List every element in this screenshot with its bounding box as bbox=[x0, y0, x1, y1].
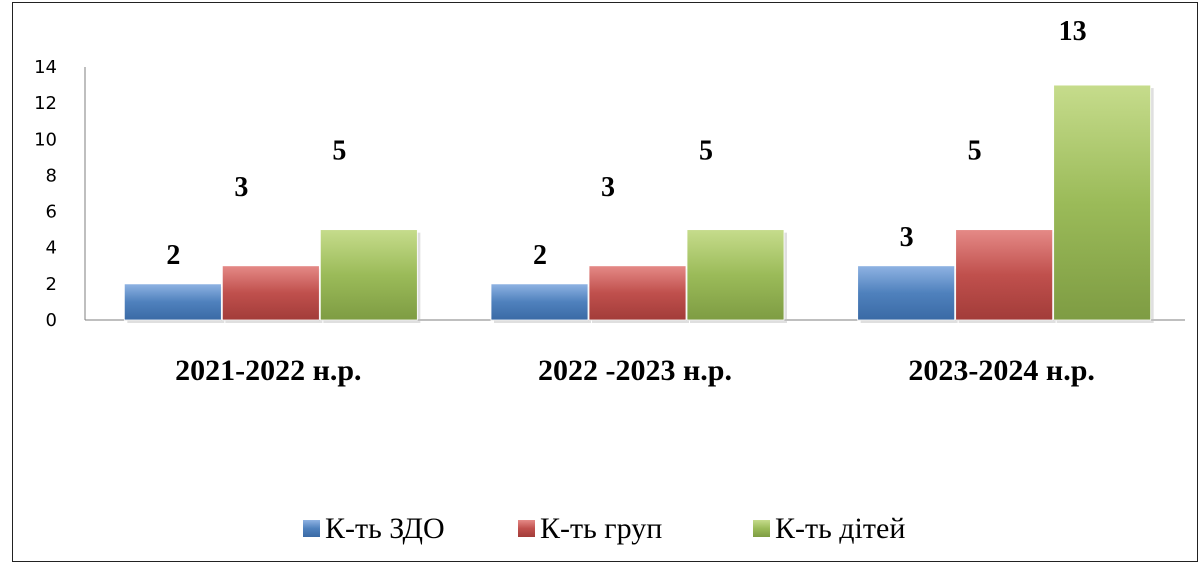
x-tick-label: 2022 -2023 н.р. bbox=[538, 354, 732, 387]
data-label: 3 bbox=[601, 172, 615, 203]
data-label: 2 bbox=[166, 240, 180, 271]
bar-3-3 bbox=[1053, 84, 1154, 323]
legend-label: К-ть груп bbox=[540, 512, 662, 545]
data-label: 5 bbox=[699, 136, 713, 167]
legend-label: К-ть ЗДО bbox=[325, 512, 445, 545]
y-tick-label: 4 bbox=[46, 238, 57, 259]
x-tick-label: 2023-2024 н.р. bbox=[908, 354, 1094, 387]
y-tick-label: 10 bbox=[34, 129, 57, 150]
data-labels: 2 3 5 2 3 5 3 5 13 bbox=[166, 16, 1086, 271]
y-tick-label: 0 bbox=[46, 310, 57, 331]
x-tick-label: 2021-2022 н.р. bbox=[175, 354, 361, 387]
bar-3-2 bbox=[955, 229, 1056, 323]
chart-frame: 0 2 4 6 8 10 12 14 2021-2022 н.р. 2022 -2023 н.р.… bbox=[12, 2, 1198, 562]
y-tick-label: 2 bbox=[46, 274, 57, 295]
legend-swatch bbox=[303, 520, 320, 537]
bar-2-1 bbox=[490, 283, 591, 323]
y-tick-label: 6 bbox=[46, 202, 57, 223]
y-tick-label: 8 bbox=[46, 165, 57, 186]
legend-label: К-ть дітей bbox=[775, 512, 905, 545]
bars bbox=[123, 84, 1154, 323]
legend-item: К-ть груп bbox=[518, 512, 662, 545]
bar-1-1 bbox=[123, 283, 225, 323]
y-tick-label: 12 bbox=[34, 93, 57, 114]
axes: 0 2 4 6 8 10 12 14 2021-2022 н.р. 2022 -2023 н.р.… bbox=[34, 57, 1185, 387]
bar-chart: 0 2 4 6 8 10 12 14 2021-2022 н.р. 2022 -2023 н.р.… bbox=[34, 16, 1185, 545]
bar-2-2 bbox=[588, 265, 689, 323]
data-label: 5 bbox=[332, 136, 346, 167]
data-label: 3 bbox=[900, 222, 914, 253]
data-label: 5 bbox=[968, 136, 982, 167]
bar-3-1 bbox=[857, 265, 958, 323]
legend: К-ть ЗДО К-ть груп К-ть дітей bbox=[303, 512, 905, 545]
legend-swatch bbox=[518, 520, 535, 537]
bar-1-2 bbox=[221, 265, 323, 323]
y-tick-label: 14 bbox=[34, 57, 57, 78]
legend-item: К-ть ЗДО bbox=[303, 512, 445, 545]
bar-2-3 bbox=[686, 229, 787, 323]
legend-swatch bbox=[753, 520, 770, 537]
bar-1-3 bbox=[319, 229, 421, 323]
data-label: 13 bbox=[1059, 16, 1087, 47]
legend-item: К-ть дітей bbox=[753, 512, 905, 545]
data-label: 3 bbox=[234, 172, 248, 203]
data-label: 2 bbox=[533, 240, 547, 271]
